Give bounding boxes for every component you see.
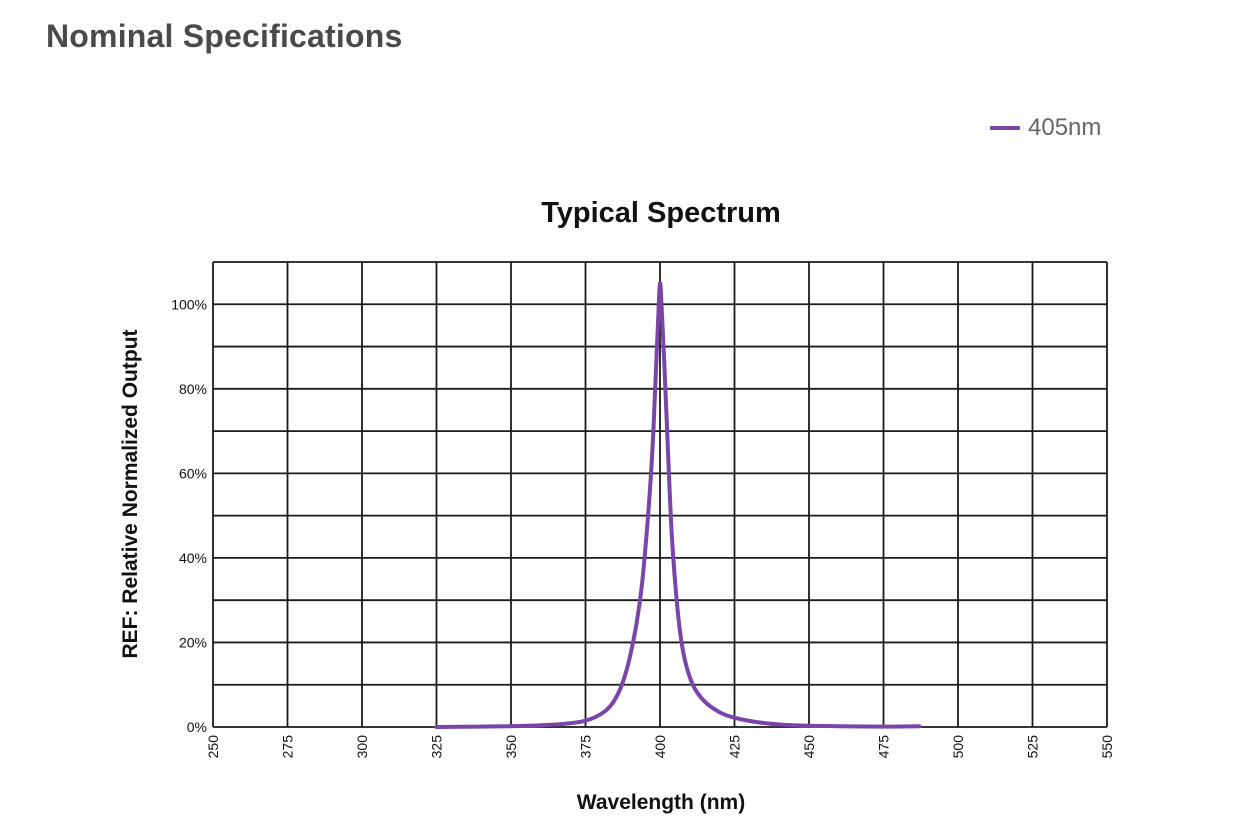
legend-swatch — [990, 126, 1020, 130]
x-tick-label: 350 — [503, 735, 519, 759]
x-tick-label: 525 — [1025, 735, 1041, 759]
y-axis-label: REF: Relative Normalized Output — [119, 329, 142, 658]
tick-labels: 0% 20% 40% 60% 80% 100% 250 275 300 325 350 375 400 4… — [171, 296, 1115, 758]
x-tick-label: 275 — [280, 735, 296, 759]
section-title: Nominal Specifications — [46, 18, 403, 54]
x-tick-label: 475 — [876, 735, 892, 759]
x-tick-label: 300 — [354, 735, 370, 759]
series-line-405nm — [434, 281, 922, 729]
x-tick-label: 325 — [429, 735, 445, 759]
x-tick-label: 400 — [652, 735, 668, 759]
y-tick-label: 80% — [179, 381, 207, 397]
chart-legend: 405nm — [990, 114, 1101, 142]
grid — [212, 261, 1108, 728]
y-tick-label: 60% — [179, 465, 207, 481]
chart-title: Typical Spectrum — [541, 197, 781, 229]
y-tick-label: 40% — [179, 550, 207, 566]
x-tick-label: 375 — [578, 735, 594, 759]
legend-label: 405nm — [1028, 114, 1102, 141]
x-tick-label: 500 — [950, 735, 966, 759]
x-tick-label: 550 — [1099, 735, 1115, 759]
x-tick-label: 450 — [801, 735, 817, 759]
x-tick-label: 425 — [727, 735, 743, 759]
x-axis-label: Wavelength (nm) — [577, 791, 745, 814]
x-tick-label: 250 — [205, 735, 221, 759]
y-tick-label: 20% — [179, 634, 207, 650]
y-tick-label: 0% — [187, 719, 207, 735]
series-layer — [434, 281, 922, 729]
y-tick-label: 100% — [171, 296, 207, 312]
